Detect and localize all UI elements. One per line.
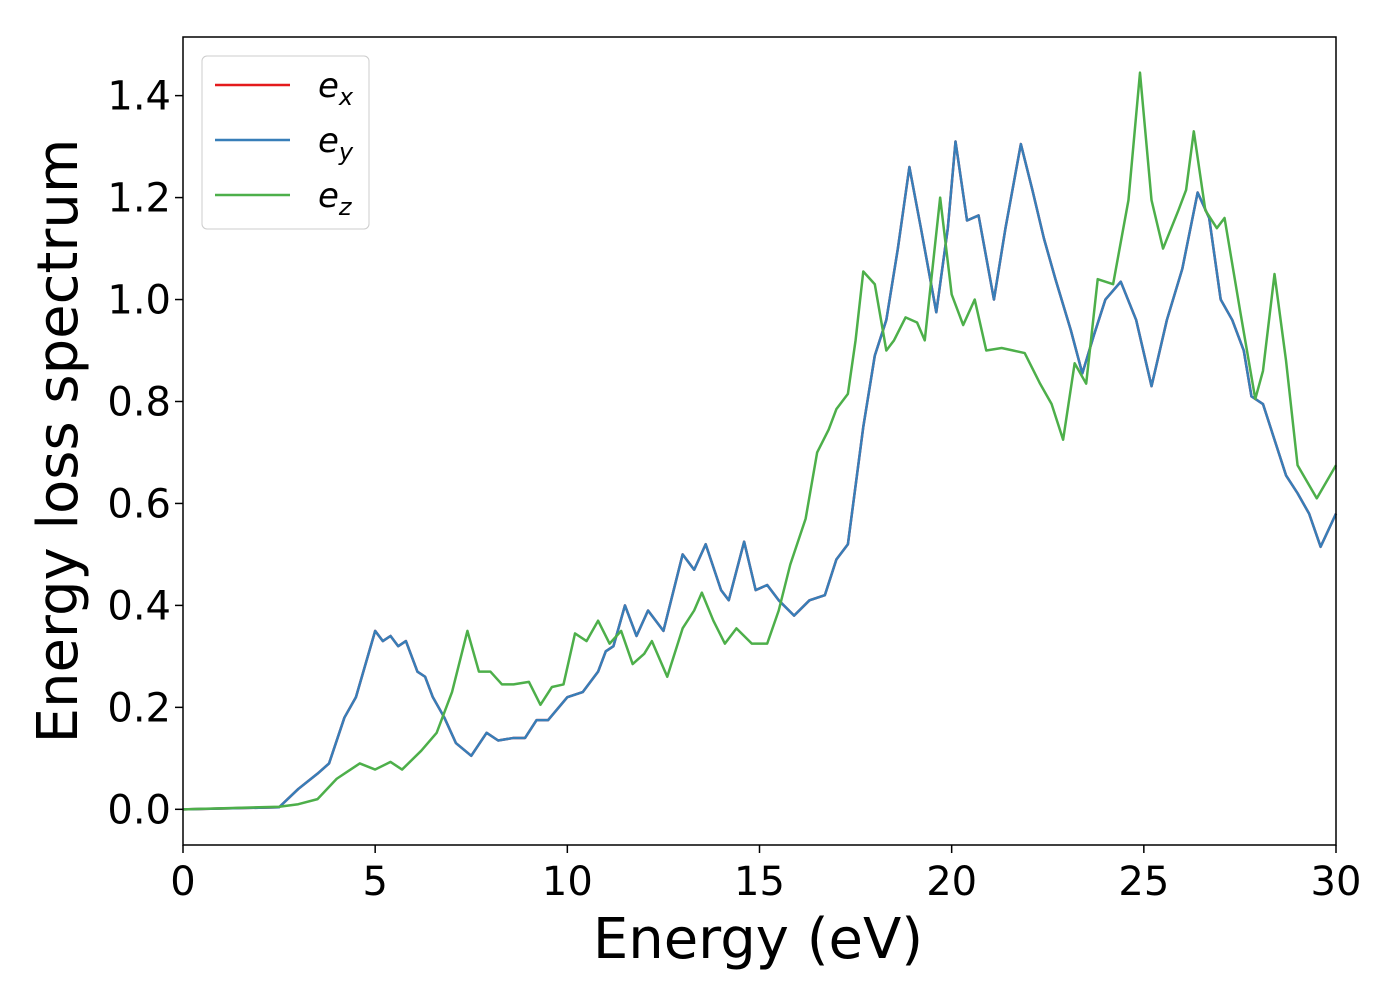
legend-box: [201, 55, 370, 230]
x-tick-label: 25: [1118, 859, 1169, 905]
series-line: [182, 140, 1338, 811]
y-tick-label: 1.0: [107, 278, 171, 324]
y-tick-label: 0.8: [107, 379, 171, 425]
y-axis-label: Energy loss spectrum: [26, 139, 91, 744]
plot-frame: [182, 36, 1337, 846]
x-tick-label: 20: [926, 859, 977, 905]
x-tick-label: 5: [362, 859, 387, 905]
legend-label: ez: [318, 176, 353, 221]
x-tick-label: 30: [1311, 859, 1362, 905]
y-tick-label: 1.2: [107, 176, 171, 222]
legend-label: ey: [318, 121, 354, 166]
y-tick-label: 0.0: [107, 787, 171, 833]
series-line: [182, 140, 1338, 811]
series-line: [182, 71, 1338, 811]
x-tick-label: 10: [542, 859, 593, 905]
legend-label: ex: [318, 66, 354, 111]
y-tick-label: 0.2: [107, 685, 171, 731]
x-tick-label: 15: [734, 859, 785, 905]
legend: ex ey ez: [201, 55, 370, 230]
y-tick-label: 0.6: [107, 481, 171, 527]
y-tick-label: 1.4: [107, 74, 171, 120]
x-tick-label: 0: [170, 859, 195, 905]
x-axis-label: Energy (eV): [593, 907, 923, 972]
y-tick-label: 0.4: [107, 583, 171, 629]
